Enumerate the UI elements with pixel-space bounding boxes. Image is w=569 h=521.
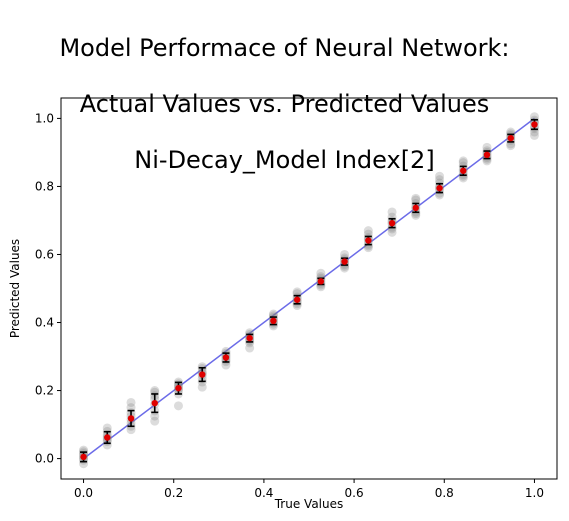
sample-point — [340, 249, 350, 259]
mean-point — [151, 399, 158, 407]
sample-point — [363, 241, 373, 251]
mean-point — [507, 134, 514, 142]
sample-point — [435, 171, 445, 181]
sample-point — [197, 362, 207, 372]
mean-point — [436, 184, 443, 192]
sample-point — [150, 411, 160, 421]
mean-point — [175, 384, 182, 392]
sample-point — [340, 261, 350, 271]
mean-point — [222, 354, 230, 361]
sample-point — [245, 343, 255, 353]
mean-point — [293, 296, 301, 303]
sample-point — [363, 243, 373, 253]
y-tick-label: 0.4 — [35, 316, 54, 330]
sample-point — [102, 423, 112, 433]
sample-point — [150, 416, 160, 426]
mean-point — [341, 258, 348, 265]
mean-point — [317, 278, 325, 285]
mean-point — [127, 415, 135, 422]
mean-point — [104, 434, 111, 441]
sample-point — [245, 338, 255, 348]
y-tick-label: 0.0 — [35, 452, 54, 466]
sample-point — [126, 403, 136, 413]
y-tick-label: 0.2 — [35, 384, 54, 398]
x-tick-label: 0.4 — [254, 486, 273, 500]
mean-point — [199, 371, 206, 378]
sample-point — [387, 227, 397, 237]
sample-point — [411, 195, 421, 205]
sample-point — [126, 397, 136, 407]
sample-point — [363, 226, 373, 236]
x-tick-label: 0.0 — [74, 486, 93, 500]
chart-title-line-3: Ni-Decay_Model Index[2] — [134, 146, 435, 174]
sample-point — [387, 207, 397, 217]
sample-point — [292, 287, 302, 297]
sample-point — [340, 263, 350, 273]
plot-frame — [60, 97, 558, 480]
mean-point — [460, 167, 467, 174]
chart-title-line-2: Actual Values vs. Predicted Values — [79, 90, 490, 118]
sample-point — [268, 311, 278, 321]
sample-point — [387, 224, 397, 234]
ideal-fit-line-layer — [83, 117, 535, 460]
sample-point — [197, 382, 207, 392]
y-axis-label: Predicted Values — [8, 239, 22, 338]
x-axis-ticks: 0.0 0.2 0.4 0.6 0.8 1.0 — [74, 479, 544, 500]
sample-point — [458, 156, 468, 166]
chart-title-line-1: Model Performace of Neural Network: — [59, 34, 510, 62]
mean-point — [388, 219, 396, 227]
chart-title: Model Performace of Neural Network: Actu… — [0, 6, 569, 202]
sample-point — [411, 193, 421, 203]
sample-point — [268, 309, 278, 319]
x-tick-label: 0.2 — [164, 486, 183, 500]
sample-point — [529, 130, 539, 140]
sample-point — [268, 321, 278, 331]
x-tick-label: 1.0 — [525, 486, 544, 500]
y-tick-label: 0.8 — [35, 179, 54, 193]
mean-point — [531, 121, 538, 128]
mean-point — [80, 453, 87, 461]
sample-point — [435, 175, 445, 185]
mean-point — [270, 317, 277, 325]
sample-point — [458, 158, 468, 168]
sample-point — [126, 425, 136, 435]
error-bars-layer — [80, 118, 538, 463]
sample-points-layer — [79, 112, 539, 469]
mean-point — [483, 151, 491, 159]
y-axis-ticks: 0.0 0.2 0.4 0.6 0.8 1.0 — [35, 111, 61, 466]
sample-point — [529, 112, 539, 122]
sample-point — [411, 210, 421, 220]
sample-point — [506, 141, 516, 151]
mean-point — [246, 334, 253, 342]
y-tick-label: 1.0 — [35, 111, 54, 125]
sample-point — [482, 142, 492, 152]
sample-point — [150, 386, 160, 396]
mean-point — [412, 204, 419, 212]
mean-point — [365, 237, 372, 244]
x-axis-label: True Values — [274, 497, 344, 511]
sample-point — [173, 401, 183, 411]
sample-point — [221, 360, 231, 370]
x-tick-label: 0.6 — [345, 486, 364, 500]
x-tick-label: 0.8 — [435, 486, 454, 500]
y-tick-label: 0.6 — [35, 247, 54, 261]
sample-point — [411, 209, 421, 219]
sample-point — [316, 268, 326, 278]
ideal-fit-line — [83, 117, 535, 460]
mean-points-layer — [80, 121, 538, 461]
sample-point — [458, 171, 468, 181]
